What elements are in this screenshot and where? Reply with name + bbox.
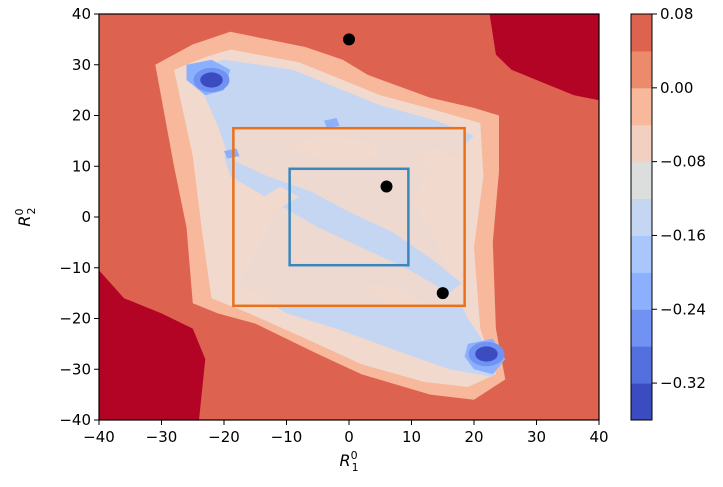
region-box-2 xyxy=(288,167,410,267)
contour-fill-deep-blue-1 xyxy=(200,72,223,88)
contour-fill-beige-patch-1 xyxy=(286,135,381,162)
contour-fill-deep-blue-2 xyxy=(475,346,498,362)
y-tick-label: −30 xyxy=(59,360,91,378)
y-tick-label: −10 xyxy=(59,259,91,277)
colorbar-tick-label: −0.08 xyxy=(660,153,706,171)
data-point-3 xyxy=(436,287,449,300)
y-tick-label: 0 xyxy=(81,208,91,226)
colorbar: 0.08 0.00 −0.08 −0.16 −0.24 −0.32 xyxy=(630,5,706,421)
x-tick-label: −20 xyxy=(208,428,240,446)
colorbar-segment xyxy=(631,383,652,421)
x-axis-label: R0 1 xyxy=(339,449,358,474)
x-tick-label: 20 xyxy=(464,428,483,446)
colorbar-tick-label: 0.08 xyxy=(660,5,693,23)
y-tick-label: −40 xyxy=(59,411,91,429)
contour-fill-mid-blue-3 xyxy=(224,148,240,159)
colorbar-segment xyxy=(631,346,652,384)
colorbar-segment xyxy=(631,161,652,200)
contour-fill-dark-red-2 xyxy=(489,14,599,101)
colorbar-tick-label: −0.32 xyxy=(660,374,706,392)
contour-fill-beige-patch-4 xyxy=(417,145,456,172)
colorbar-segment xyxy=(631,198,652,236)
x-tick-label: −10 xyxy=(271,428,303,446)
y-tick-label: 10 xyxy=(72,157,91,175)
x-tick-label: −40 xyxy=(83,428,115,446)
x-axis: −40 −30 −20 −10 0 10 20 30 40 xyxy=(83,420,609,446)
plot-overlays xyxy=(232,33,466,308)
data-point-2 xyxy=(380,180,393,193)
y-tick-label: −20 xyxy=(59,310,91,328)
x-tick-label: 40 xyxy=(589,428,608,446)
colorbar-segment xyxy=(631,50,652,89)
colorbar-segment xyxy=(631,235,652,273)
x-tick-label: 30 xyxy=(527,428,546,446)
x-tick-label: 10 xyxy=(402,428,421,446)
y-tick-label: 30 xyxy=(72,56,91,74)
colorbar-segment xyxy=(631,272,652,310)
colorbar-segment xyxy=(631,124,652,163)
contour-fills xyxy=(99,14,599,420)
colorbar-segment xyxy=(631,14,652,52)
contour-fill-dark-red-1 xyxy=(99,270,206,420)
y-tick-label: 20 xyxy=(72,107,91,125)
x-tick-label: −30 xyxy=(146,428,178,446)
contour-fill-mid-blue-2 xyxy=(324,118,340,129)
contour-fill-beige-patch-3 xyxy=(361,283,424,304)
data-point-1 xyxy=(343,33,355,46)
colorbar-tick-label: −0.16 xyxy=(660,226,706,244)
colorbar-frame xyxy=(630,13,653,421)
region-box-1 xyxy=(232,126,466,308)
colorbar-tick-label: 0.00 xyxy=(660,79,693,97)
y-axis-label: R02 xyxy=(13,207,38,226)
colorbar-segment xyxy=(631,309,652,347)
colorbar-tick-label: −0.24 xyxy=(660,300,706,318)
contour-fill-beige-patch-2 xyxy=(255,186,299,212)
y-tick-label: 40 xyxy=(72,5,91,23)
colorbar-segment xyxy=(631,87,652,126)
y-axis: −40 −30 −20 −10 0 10 20 30 40 xyxy=(59,5,99,429)
x-tick-label: 0 xyxy=(344,428,354,446)
